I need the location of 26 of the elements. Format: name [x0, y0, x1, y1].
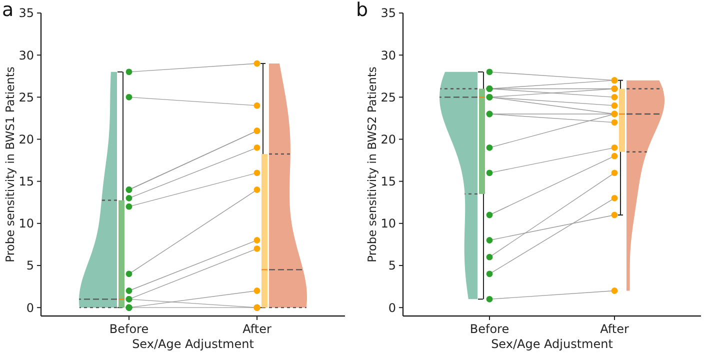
chart-title: b	[356, 0, 368, 21]
x-axis-title: Sex/Age Adjustment	[132, 337, 254, 351]
y-tick-label: 15	[380, 174, 396, 189]
y-tick-label: 5	[26, 258, 34, 273]
y-tick-label: 20	[380, 132, 396, 146]
y-tick-label: 10	[380, 216, 396, 231]
y-tick-label: 25	[380, 90, 396, 104]
x-tick-label: After	[242, 322, 272, 336]
y-tick-label: 35	[380, 6, 396, 20]
y-tick-label: 15	[18, 174, 34, 189]
chart-title: a	[2, 0, 14, 21]
y-tick-label: 20	[18, 132, 34, 146]
x-tick-label: After	[600, 322, 629, 336]
y-tick-label: 25	[18, 90, 34, 104]
y-tick-label: 0	[388, 300, 396, 315]
x-tick-label: Before	[109, 322, 149, 336]
y-axis-title: Probe sensitivity in BWS2 Patients	[365, 66, 379, 262]
y-tick-label: 5	[388, 258, 396, 273]
x-axis-title: Sex/Age Adjustment	[491, 337, 614, 351]
y-tick-label: 30	[380, 48, 396, 62]
x-tick-label: Before	[470, 322, 510, 336]
y-tick-label: 35	[18, 6, 34, 20]
y-tick-label: 0	[26, 300, 34, 315]
y-tick-label: 10	[18, 216, 34, 231]
y-tick-label: 30	[18, 48, 34, 62]
y-axis-title: Probe sensitivity in BWS1 Patients	[3, 66, 17, 262]
